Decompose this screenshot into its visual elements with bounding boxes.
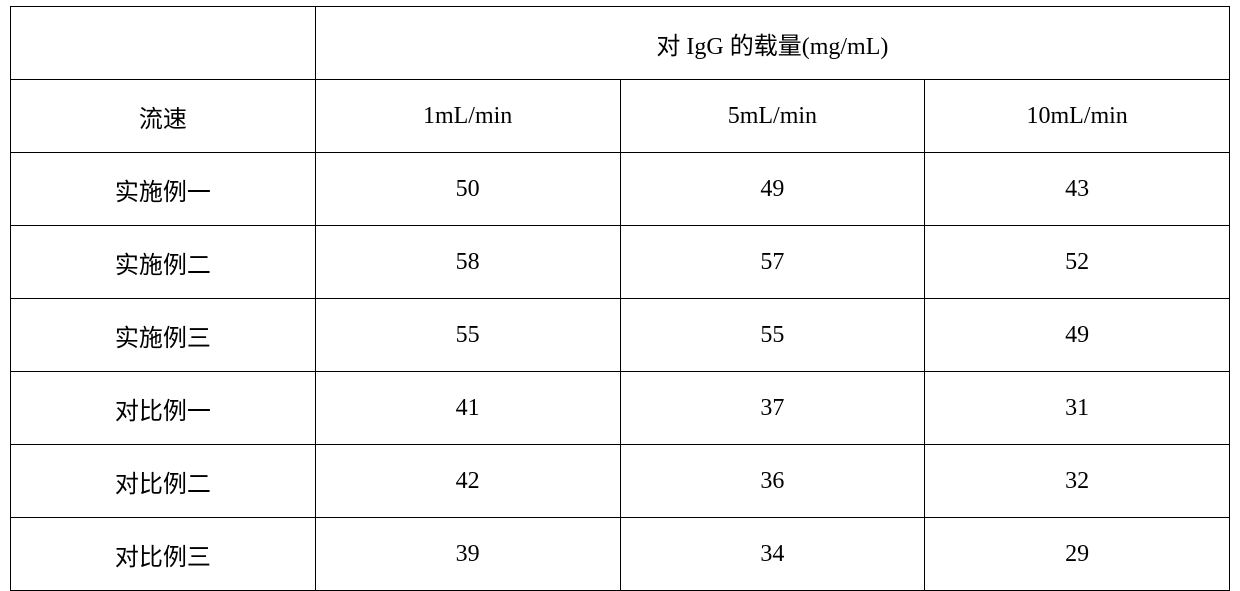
cell: 39 (315, 518, 620, 591)
cell: 52 (925, 226, 1230, 299)
col-header-0: 1mL/min (315, 80, 620, 153)
cell: 31 (925, 372, 1230, 445)
row-header-label: 流速 (11, 80, 316, 153)
table-header-row: 对 IgG 的载量(mg/mL) (11, 7, 1230, 80)
row-label: 对比例二 (11, 445, 316, 518)
col-header-1: 5mL/min (620, 80, 925, 153)
cell: 43 (925, 153, 1230, 226)
row-label: 实施例一 (11, 153, 316, 226)
cell: 57 (620, 226, 925, 299)
cell: 41 (315, 372, 620, 445)
cell: 32 (925, 445, 1230, 518)
row-label: 实施例三 (11, 299, 316, 372)
blank-corner-cell (11, 7, 316, 80)
cell: 58 (315, 226, 620, 299)
cell: 34 (620, 518, 925, 591)
cell: 55 (620, 299, 925, 372)
table-row: 对比例一 41 37 31 (11, 372, 1230, 445)
cell: 55 (315, 299, 620, 372)
cell: 29 (925, 518, 1230, 591)
row-label: 对比例三 (11, 518, 316, 591)
cell: 49 (925, 299, 1230, 372)
table-row: 实施例二 58 57 52 (11, 226, 1230, 299)
cell: 36 (620, 445, 925, 518)
header-title: 对 IgG 的载量(mg/mL) (315, 7, 1229, 80)
cell: 42 (315, 445, 620, 518)
table-row: 对比例三 39 34 29 (11, 518, 1230, 591)
row-label: 实施例二 (11, 226, 316, 299)
row-label: 对比例一 (11, 372, 316, 445)
cell: 49 (620, 153, 925, 226)
table-row: 实施例三 55 55 49 (11, 299, 1230, 372)
table-column-row: 流速 1mL/min 5mL/min 10mL/min (11, 80, 1230, 153)
table-row: 对比例二 42 36 32 (11, 445, 1230, 518)
cell: 37 (620, 372, 925, 445)
col-header-2: 10mL/min (925, 80, 1230, 153)
igg-load-table: 对 IgG 的载量(mg/mL) 流速 1mL/min 5mL/min 10mL… (10, 6, 1230, 591)
table-row: 实施例一 50 49 43 (11, 153, 1230, 226)
cell: 50 (315, 153, 620, 226)
